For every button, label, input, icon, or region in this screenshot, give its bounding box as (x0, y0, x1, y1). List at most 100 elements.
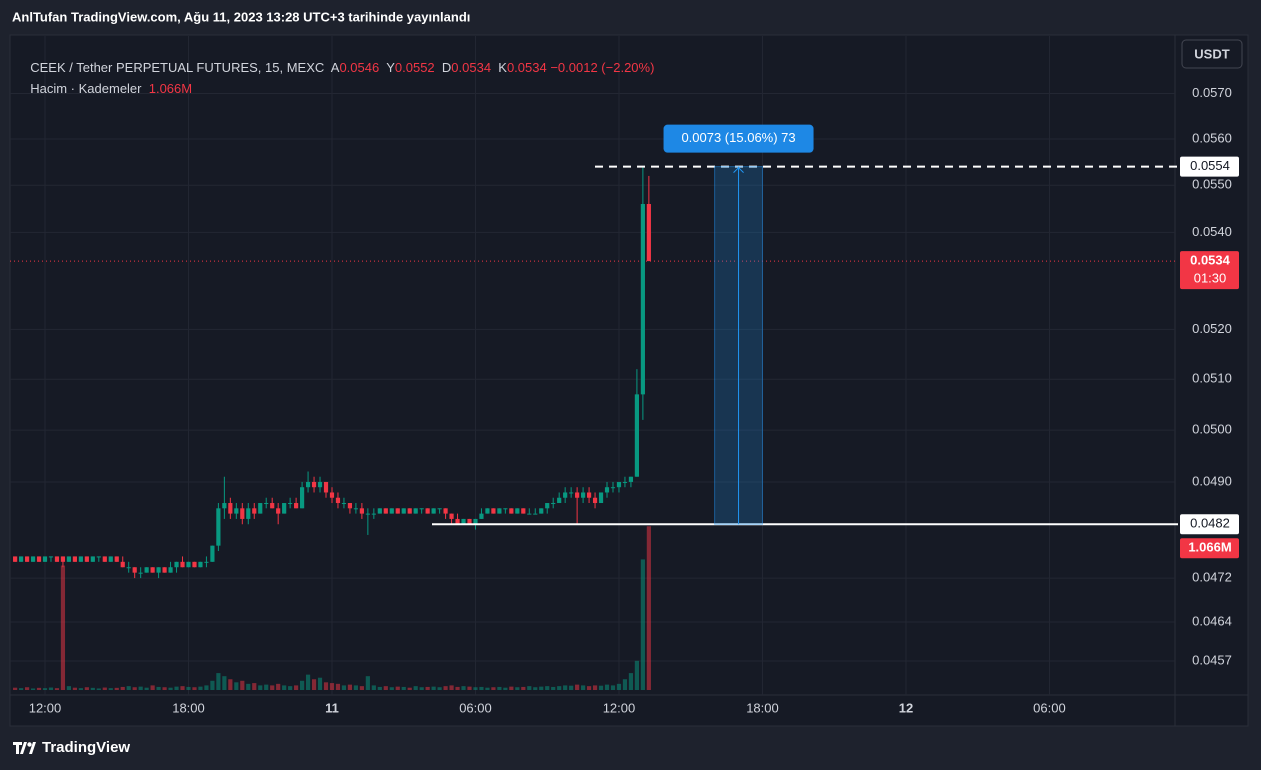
candle-body (186, 561, 191, 568)
volume-bar (126, 686, 131, 690)
candle-body (443, 508, 448, 514)
candle-body (616, 481, 622, 488)
candle-body (96, 556, 101, 558)
volume-bar (604, 684, 610, 690)
candle-body (395, 508, 400, 514)
volume-bar (443, 686, 448, 690)
candle-body (54, 556, 60, 562)
candle-body (234, 508, 239, 514)
volume-bar (323, 682, 329, 690)
candle-body (527, 513, 532, 515)
volume-bar (575, 684, 580, 690)
candle-body (270, 503, 275, 509)
candle-body (622, 481, 628, 483)
volume-bar (132, 687, 137, 690)
x-tick-label: 12:00 (29, 700, 62, 715)
candle-body (120, 561, 125, 568)
candle-body (569, 492, 574, 494)
y-tick-label: 0.0464 (1192, 613, 1232, 628)
volume-bar (371, 685, 376, 690)
volume-bar (48, 687, 54, 690)
candle-body (299, 487, 305, 509)
caption: AnlTufan TradingView.com, Ağu 11, 2023 1… (12, 9, 470, 24)
candle-body (425, 508, 430, 514)
volume-bar (569, 685, 574, 690)
volume-bar (634, 660, 639, 690)
volume-bar (503, 687, 508, 690)
volume-bar (437, 687, 442, 690)
volume-bar (419, 687, 424, 690)
volume-bar (365, 676, 370, 690)
volume-bar (138, 686, 143, 690)
volume-bar (455, 686, 460, 690)
measure-arrow-head (733, 166, 744, 174)
candle-body (222, 503, 227, 509)
candle-body (473, 518, 478, 525)
volume-bar (66, 686, 72, 690)
volume-title: Hacim · Kademeler (30, 81, 142, 96)
volume-bar (234, 682, 239, 690)
candle-body (36, 556, 42, 562)
candle-body (156, 567, 161, 573)
currency-button[interactable] (1181, 39, 1243, 69)
candle-body (581, 492, 586, 498)
volume-bar (144, 687, 149, 690)
x-tick-label: 12:00 (603, 700, 636, 715)
candle-body (563, 492, 568, 498)
volume-bar (210, 680, 215, 690)
candle-body (503, 508, 508, 510)
candle-body (598, 492, 604, 504)
chart-panel (9, 34, 1249, 727)
y-tick-label: 0.0540 (1192, 224, 1232, 239)
brand: TradingView (42, 739, 130, 756)
volume-bar (299, 680, 305, 690)
volume-bar (294, 685, 299, 690)
volume-bar (30, 688, 36, 690)
volume-bar (395, 686, 400, 690)
volume-bar (102, 687, 107, 690)
volume-bar (389, 687, 394, 690)
candle-body (150, 567, 155, 573)
volume-bar (246, 683, 251, 690)
volume-bar (383, 686, 388, 690)
candle-body (192, 561, 197, 568)
volume-bar (252, 683, 257, 690)
volume-bar (545, 686, 550, 690)
candle-body (84, 556, 89, 562)
volume-bar (42, 688, 48, 690)
candle-body (210, 545, 215, 562)
volume-bar (377, 686, 382, 690)
volume-bar (162, 687, 167, 690)
volume-bar (359, 686, 364, 690)
candle-body (467, 518, 472, 525)
candle-body (437, 508, 442, 510)
y-tick-label: 0.0472 (1192, 570, 1232, 585)
x-tick-label: 11 (325, 700, 339, 715)
volume-bar (431, 686, 436, 690)
candle-body (24, 556, 30, 562)
candle-body (311, 481, 317, 488)
volume-bar (120, 686, 125, 690)
candle-body (413, 508, 418, 514)
volume-bar (84, 687, 89, 690)
volume-bar (96, 688, 101, 690)
currency[interactable]: USDT (1194, 46, 1229, 61)
volume-bar (240, 680, 245, 690)
candle-body (365, 513, 370, 515)
volume-bar (592, 685, 598, 690)
candle-body (228, 503, 233, 514)
candle-body (557, 497, 562, 504)
volume-last: 1.066M (148, 81, 193, 96)
candle-body (180, 561, 185, 568)
candle-body (515, 508, 520, 514)
candle-body (335, 497, 341, 504)
candle-body (347, 503, 353, 509)
volume-bar (341, 685, 347, 690)
y-tick-label: 0.0550 (1192, 177, 1232, 192)
volume-bar (533, 687, 538, 690)
ohlc-value: 0.0546 (339, 60, 380, 75)
candle-body (341, 503, 347, 505)
volume-bar (563, 685, 568, 690)
volume-bar (473, 687, 478, 690)
